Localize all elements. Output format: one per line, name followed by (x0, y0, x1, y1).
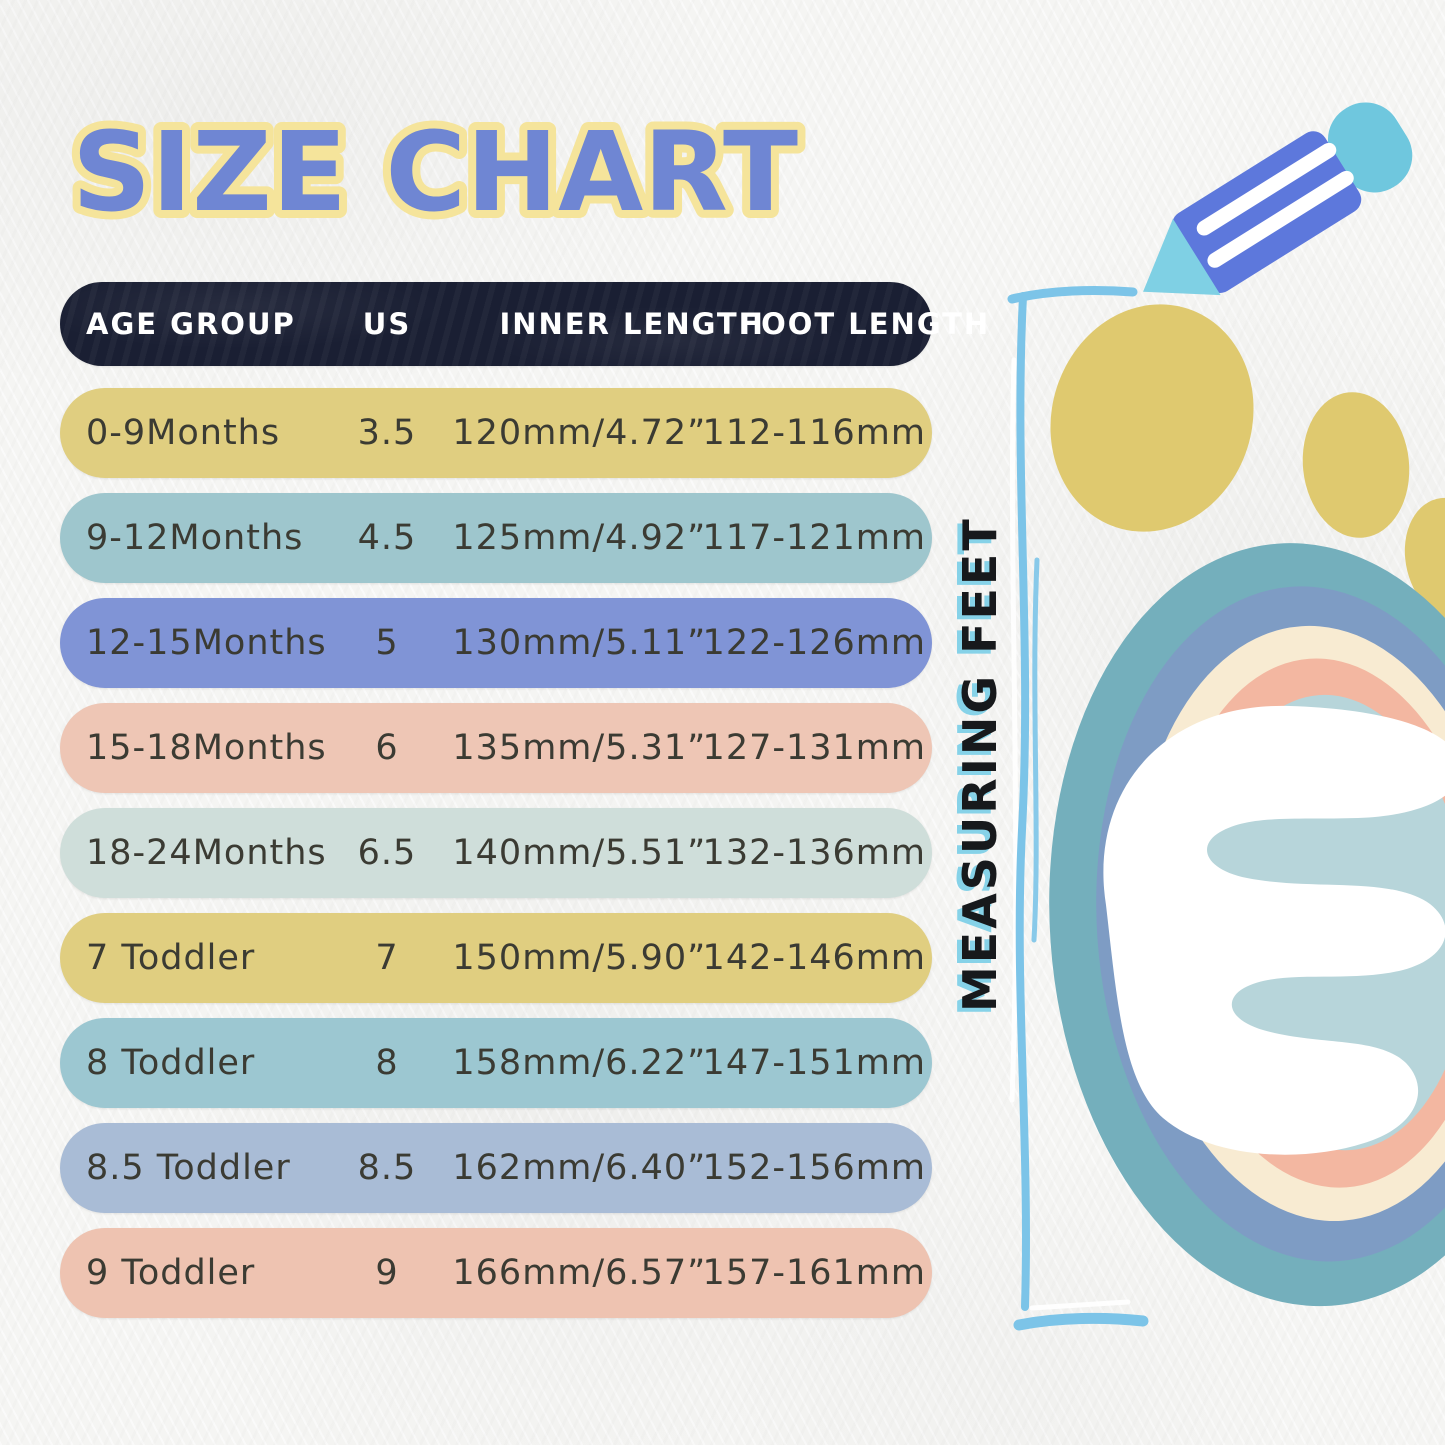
sketch-bottom-tick (1013, 1312, 1149, 1331)
pencil-icon (1143, 102, 1413, 296)
header-inner-length-label: INNER LENGTH (499, 306, 765, 341)
table-row: 8.5 Toddler 8.5 162mm/6.40” 152-156mm (60, 1123, 932, 1213)
header-foot-length-label: FOOT LENGTH (739, 306, 991, 341)
foot-sole-rings (1049, 543, 1445, 1307)
sketch-white-line (1009, 357, 1019, 1103)
cell-us: 4.5 (357, 518, 417, 558)
page-title: SIZE CHART (68, 100, 806, 244)
measuring-feet-label: MEASURING FEET (953, 516, 1007, 1012)
cell-us: 8.5 (357, 1148, 417, 1188)
foot-ring-outer (1049, 543, 1445, 1307)
table-rows: 0-9Months 3.5 120mm/4.72” 112-116mm 9-12Mont… (60, 388, 932, 1318)
cell-foot-length: 142-146mm (702, 938, 926, 978)
cell-us: 5 (375, 623, 399, 663)
big-toe-shape (1050, 304, 1254, 532)
cell-inner-length: 158mm/6.22” (452, 1043, 707, 1083)
cell-inner-length: 150mm/5.90” (452, 938, 707, 978)
cell-foot-length: 132-136mm (702, 833, 926, 873)
page-title-text: SIZE CHART (72, 108, 798, 236)
cell-foot-length: 112-116mm (702, 413, 926, 453)
footprint-icon (1049, 304, 1445, 1307)
cell-us: 3.5 (357, 413, 417, 453)
cell-age-group: 8 Toddler (86, 1043, 256, 1083)
table-row: 18-24Months 6.5 140mm/5.51” 132-136mm (60, 808, 932, 898)
cell-us: 6.5 (357, 833, 417, 873)
cell-age-group: 12-15Months (86, 623, 327, 663)
cell-age-group: 15-18Months (86, 728, 327, 768)
sketch-ruler-line (1007, 285, 1149, 1331)
cell-age-group: 18-24Months (86, 833, 327, 873)
table-row: 12-15Months 5 130mm/5.11” 122-126mm (60, 598, 932, 688)
cell-age-group: 8.5 Toddler (86, 1148, 291, 1188)
sketch-vertical-line-2 (1031, 557, 1040, 943)
cell-inner-length: 125mm/4.92” (452, 518, 707, 558)
sketch-white-tick (1029, 1299, 1131, 1311)
table-row: 9 Toddler 9 166mm/6.57” 157-161mm (60, 1228, 932, 1318)
cell-foot-length: 152-156mm (702, 1148, 926, 1188)
foot-center (1199, 694, 1445, 1151)
cell-foot-length: 122-126mm (702, 623, 926, 663)
foot-ring-salmon (1165, 658, 1445, 1188)
sketch-top-tick (1007, 285, 1138, 304)
cell-foot-length: 157-161mm (702, 1253, 926, 1293)
table-row: 0-9Months 3.5 120mm/4.72” 112-116mm (60, 388, 932, 478)
cell-inner-length: 162mm/6.40” (452, 1148, 707, 1188)
pencil-body (1172, 131, 1362, 293)
pencil-tip (1143, 218, 1221, 296)
cell-age-group: 7 Toddler (86, 938, 256, 978)
pencil-stripe-bottom (1207, 170, 1354, 268)
cell-foot-length: 117-121mm (702, 518, 926, 558)
header-us: US (362, 306, 412, 341)
foot-highlight-shape (1103, 705, 1445, 1155)
second-toe-shape (1302, 392, 1410, 538)
cell-foot-length: 147-151mm (702, 1043, 926, 1083)
cell-inner-length: 135mm/5.31” (452, 728, 707, 768)
cell-us: 7 (375, 938, 399, 978)
cell-us: 9 (375, 1253, 399, 1293)
table-row: 9-12Months 4.5 125mm/4.92” 117-121mm (60, 493, 932, 583)
size-table: AGE GROUP US INNER LENGTH FOOT LENGTH 0-… (60, 282, 991, 1333)
cell-age-group: 0-9Months (86, 413, 281, 453)
cell-inner-length: 130mm/5.11” (452, 623, 707, 663)
table-row: 8 Toddler 8 158mm/6.22” 147-151mm (60, 1018, 932, 1108)
header-foot-length: FOOT LENGTH (697, 306, 991, 341)
pencil-stripe-top (1196, 142, 1337, 236)
table-row: 15-18Months 6 135mm/5.31” 127-131mm (60, 703, 932, 793)
cell-us: 6 (375, 728, 399, 768)
foot-ring-blue (1096, 586, 1445, 1262)
cell-age-group: 9-12Months (86, 518, 304, 558)
sketch-vertical-line (1015, 292, 1030, 1311)
header-age-group: AGE GROUP (86, 306, 296, 341)
header-inner-length: INNER LENGTH (452, 306, 765, 341)
cell-inner-length: 120mm/4.72” (452, 413, 707, 453)
cell-inner-length: 166mm/6.57” (452, 1253, 707, 1293)
cell-inner-length: 140mm/5.51” (452, 833, 707, 873)
cell-us: 8 (375, 1043, 399, 1083)
foot-ring-cream (1133, 625, 1445, 1222)
cell-age-group: 9 Toddler (86, 1253, 256, 1293)
table-row: 7 Toddler 7 150mm/5.90” 142-146mm (60, 913, 932, 1003)
third-toe-shape (1404, 497, 1445, 623)
table-header: AGE GROUP US INNER LENGTH FOOT LENGTH (60, 282, 991, 366)
cell-foot-length: 127-131mm (702, 728, 926, 768)
pencil-eraser (1327, 102, 1413, 193)
